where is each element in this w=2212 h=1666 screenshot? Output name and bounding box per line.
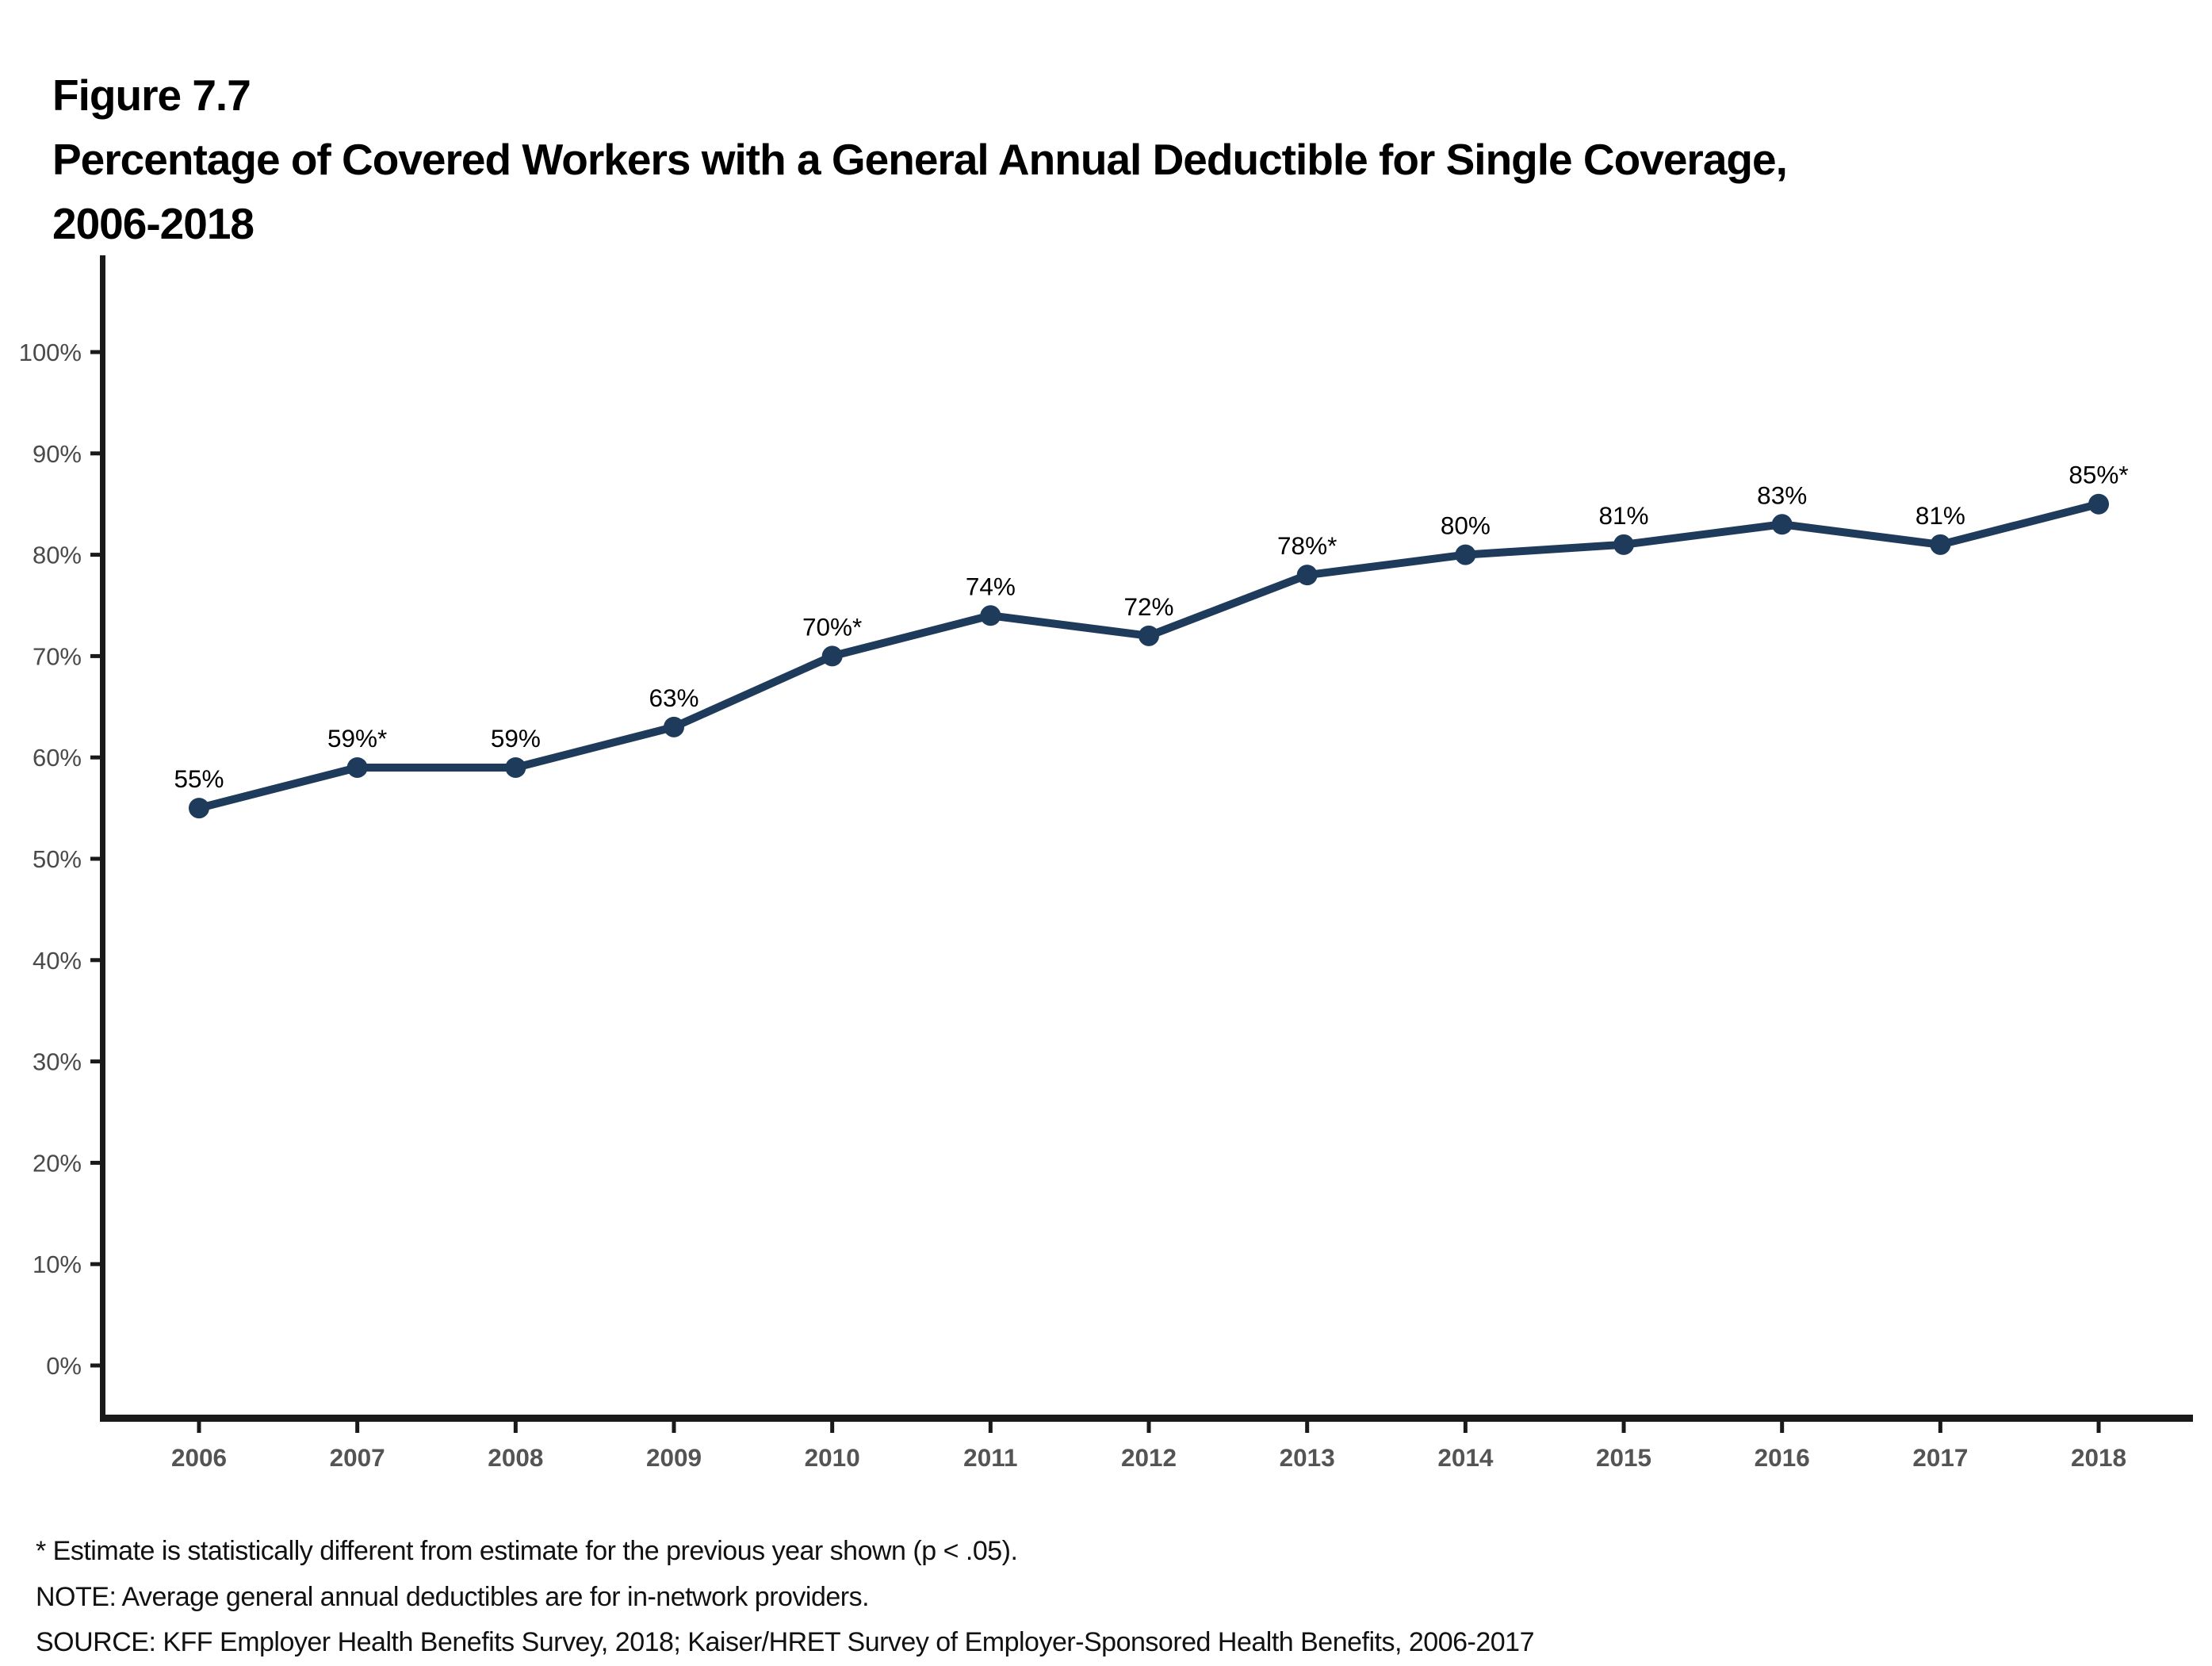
x-tick-label: 2006 bbox=[171, 1443, 227, 1472]
x-tick-label: 2018 bbox=[2071, 1443, 2126, 1472]
data-point bbox=[664, 716, 685, 737]
data-point bbox=[1296, 565, 1318, 586]
y-tick-label: 70% bbox=[33, 642, 82, 670]
data-point-label: 55% bbox=[174, 764, 224, 793]
figure-number: Figure 7.7 bbox=[52, 71, 251, 120]
y-tick-label: 0% bbox=[46, 1352, 82, 1380]
figure-title: Percentage of Covered Workers with a Gen… bbox=[52, 135, 1788, 184]
data-point bbox=[1613, 534, 1635, 555]
y-tick-label: 50% bbox=[33, 845, 82, 873]
y-tick-label: 40% bbox=[33, 947, 82, 975]
data-point bbox=[1139, 625, 1160, 646]
data-point bbox=[346, 756, 368, 778]
y-axis-line bbox=[100, 255, 105, 1422]
data-point-label: 81% bbox=[1915, 501, 1965, 530]
x-tick-label: 2015 bbox=[1596, 1443, 1651, 1472]
x-tick-label: 2007 bbox=[330, 1443, 385, 1472]
data-point bbox=[1771, 514, 1793, 535]
footnotes-block: * Estimate is statistically different fr… bbox=[36, 1529, 2176, 1666]
x-tick-label: 2010 bbox=[805, 1443, 860, 1472]
data-point-label: 72% bbox=[1123, 592, 1173, 621]
data-point-label: 83% bbox=[1757, 481, 1807, 509]
x-tick-label: 2017 bbox=[1912, 1443, 1968, 1472]
data-point-label: 63% bbox=[649, 684, 698, 712]
data-point bbox=[189, 798, 209, 819]
y-tick-label: 100% bbox=[19, 339, 82, 366]
y-tick-label: 80% bbox=[33, 542, 82, 569]
y-tick-label: 20% bbox=[33, 1149, 82, 1177]
x-tick-label: 2013 bbox=[1280, 1443, 1335, 1472]
x-tick-label: 2012 bbox=[1121, 1443, 1177, 1472]
data-point bbox=[1930, 534, 1951, 555]
data-point-label: 85%* bbox=[2068, 461, 2128, 489]
data-point-label: 59% bbox=[491, 724, 541, 753]
data-point bbox=[505, 756, 526, 778]
data-point-label: 74% bbox=[966, 572, 1016, 600]
y-tick-label: 10% bbox=[33, 1250, 82, 1278]
footnote-significance: * Estimate is statistically different fr… bbox=[36, 1536, 1018, 1566]
data-point-label: 80% bbox=[1441, 511, 1491, 540]
data-point-label: 59%* bbox=[327, 724, 387, 753]
figure-title-years: 2006-2018 bbox=[52, 199, 254, 248]
data-point-label: 70%* bbox=[802, 612, 862, 641]
y-tick-label: 30% bbox=[33, 1048, 82, 1076]
data-point bbox=[980, 605, 1001, 626]
footnote-source: SOURCE: KFF Employer Health Benefits Sur… bbox=[36, 1627, 1534, 1657]
footnote-note: NOTE: Average general annual deductibles… bbox=[36, 1581, 870, 1612]
y-tick-label: 90% bbox=[33, 440, 82, 468]
x-tick-label: 2008 bbox=[488, 1443, 543, 1472]
data-point bbox=[821, 645, 843, 667]
data-point-label: 81% bbox=[1599, 501, 1649, 530]
data-point bbox=[2088, 493, 2110, 515]
x-tick-label: 2009 bbox=[646, 1443, 702, 1472]
figure-title-block: Figure 7.7 Percentage of Covered Workers… bbox=[52, 63, 2161, 256]
y-tick-label: 60% bbox=[33, 744, 82, 772]
data-point-label: 78%* bbox=[1277, 531, 1337, 560]
x-tick-label: 2011 bbox=[963, 1443, 1017, 1472]
data-point bbox=[1455, 544, 1476, 565]
x-tick-label: 2016 bbox=[1755, 1443, 1810, 1472]
x-tick-label: 2014 bbox=[1437, 1443, 1494, 1472]
data-line bbox=[195, 500, 2103, 813]
x-axis-line bbox=[100, 1415, 2193, 1422]
